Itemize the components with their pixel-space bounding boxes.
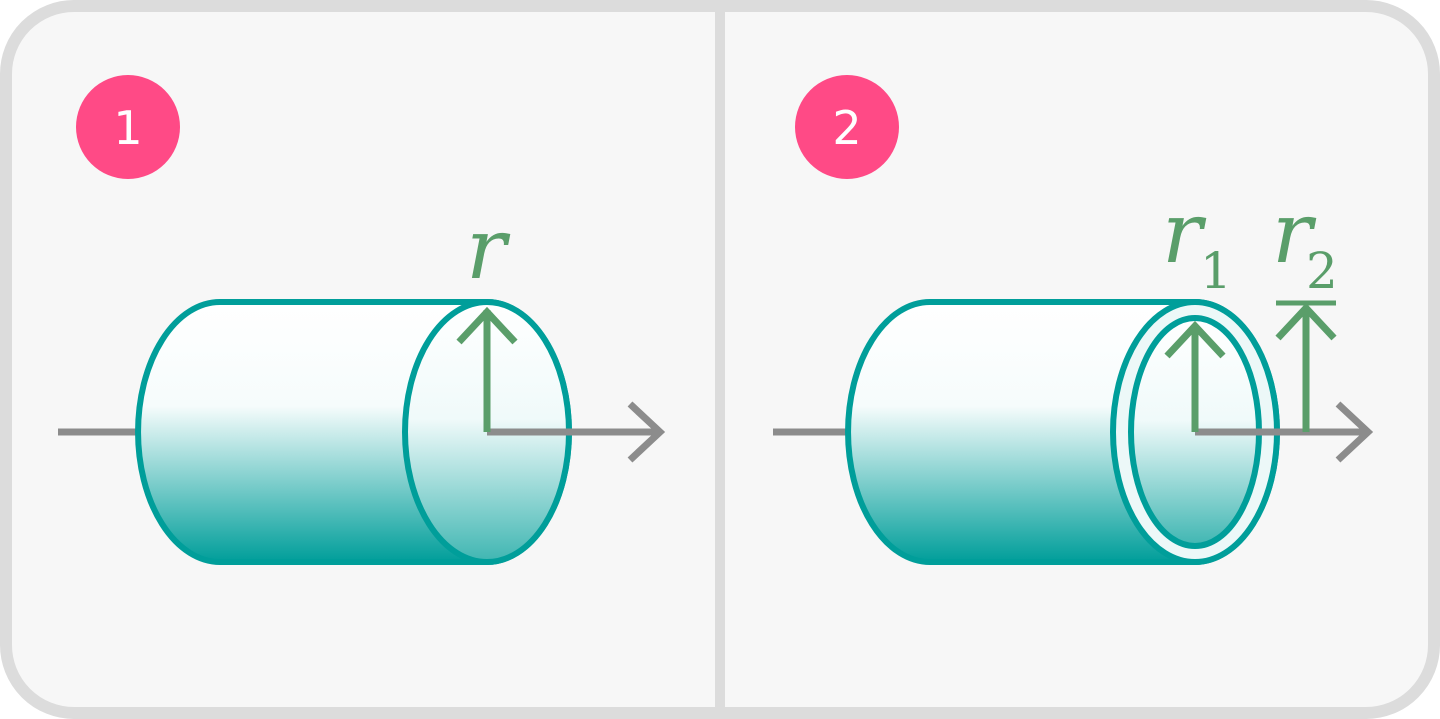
hollow-cylinder [845, 299, 1280, 565]
badge-number: 1 [113, 101, 142, 155]
arrow-right-icon [487, 401, 666, 463]
badge-number: 2 [832, 101, 861, 155]
arrow-right-icon [1195, 401, 1374, 463]
arrow-up-icon [456, 306, 518, 432]
step-badge: 2 [795, 75, 899, 179]
step-badge: 1 [76, 75, 180, 179]
inner-radius-label: r1 [1162, 184, 1232, 300]
panel-1: 1 r [58, 75, 666, 565]
arrow-up-icon [1275, 300, 1337, 432]
radius-label: r [466, 200, 511, 298]
badge-circle [76, 75, 180, 179]
panel-2: 2 r1 r2 [773, 75, 1374, 565]
badge-circle [795, 75, 899, 179]
outer-radius-label: r2 [1272, 184, 1338, 300]
arrow-up-icon [1164, 320, 1226, 432]
